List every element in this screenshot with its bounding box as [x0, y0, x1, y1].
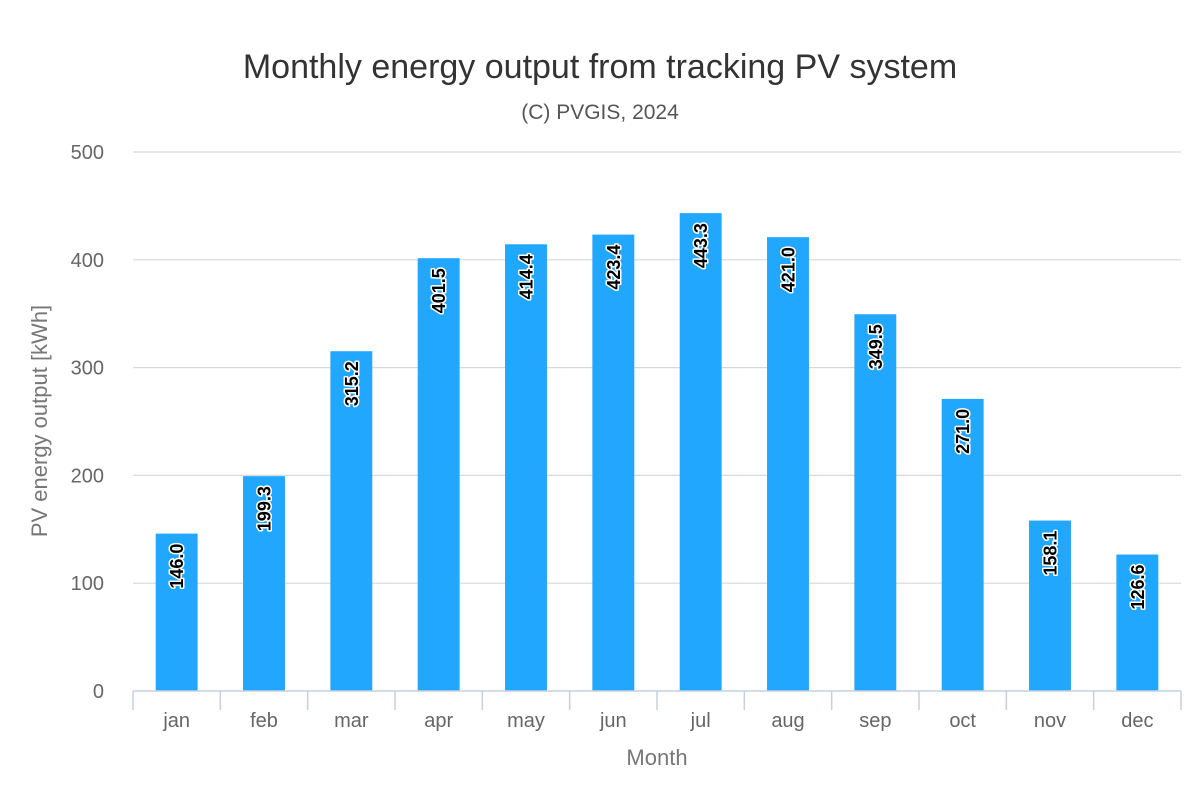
x-tick-label: nov: [1034, 710, 1066, 732]
bar-value-label: 158.1: [1041, 531, 1061, 576]
y-tick-label: 100: [71, 573, 104, 595]
y-tick-label: 200: [71, 465, 104, 487]
x-axis-label: Month: [626, 745, 687, 770]
y-axis-label: PV energy output [kWh]: [27, 305, 52, 537]
bar-value-label: 199.3: [255, 486, 275, 531]
x-tick-label: jul: [690, 710, 711, 732]
chart-subtitle: (C) PVGIS, 2024: [521, 101, 679, 124]
x-tick-label: feb: [250, 710, 278, 732]
bar-value-label: 443.3: [691, 223, 711, 268]
bar-value-label: 401.5: [429, 268, 449, 313]
bar-value-label: 423.4: [604, 245, 624, 290]
bar-mar: [330, 351, 373, 691]
x-tick-label: may: [507, 710, 545, 732]
bar-oct: [941, 398, 984, 691]
bar-value-label: 146.0: [167, 544, 187, 589]
bar-feb: [243, 476, 285, 691]
bar-nov: [1029, 520, 1071, 691]
bar-value-label: 421.0: [779, 247, 799, 292]
gridlines: [133, 151, 1181, 584]
bars: [155, 213, 1159, 692]
x-tick-label: mar: [334, 710, 369, 732]
chart-title: Monthly energy output from tracking PV s…: [243, 48, 957, 86]
x-tick-label: apr: [424, 710, 453, 732]
y-tick-label: 400: [71, 250, 104, 272]
x-tick-label: jun: [599, 710, 627, 732]
bar-value-label: 315.2: [342, 361, 362, 406]
bar-value-label: 126.6: [1128, 565, 1148, 610]
x-tick-labels: jan feb mar apr may jun jul aug sep oct nov dec: [162, 710, 1153, 732]
bar-sep: [854, 314, 897, 691]
x-axis: [132, 690, 1182, 710]
bar-dec: [1116, 554, 1159, 691]
bar-jul: [679, 213, 722, 691]
bar-may: [505, 244, 547, 691]
bar-jun: [592, 234, 635, 691]
x-tick-label: jan: [162, 710, 190, 732]
bar-value-labels: 146.0 199.3 315.2 401.5 414.4 423.4 443.3 421.0…: [166, 222, 1150, 611]
bar-jan: [155, 533, 198, 691]
x-tick-label: dec: [1121, 710, 1153, 732]
x-tick-label: oct: [949, 710, 976, 732]
bar-value-label: 271.0: [953, 409, 973, 454]
y-tick-label: 500: [71, 142, 104, 164]
bar-value-label: 349.5: [866, 324, 886, 369]
y-tick-labels: 0 100 200 300 400 500: [71, 142, 104, 703]
y-tick-label: 0: [93, 681, 104, 703]
bar-aug: [767, 237, 809, 692]
bar-value-label: 414.4: [517, 254, 537, 299]
x-tick-label: aug: [771, 710, 804, 732]
y-tick-label: 300: [71, 358, 104, 380]
x-tick-label: sep: [859, 710, 891, 732]
bar-apr: [417, 258, 460, 691]
